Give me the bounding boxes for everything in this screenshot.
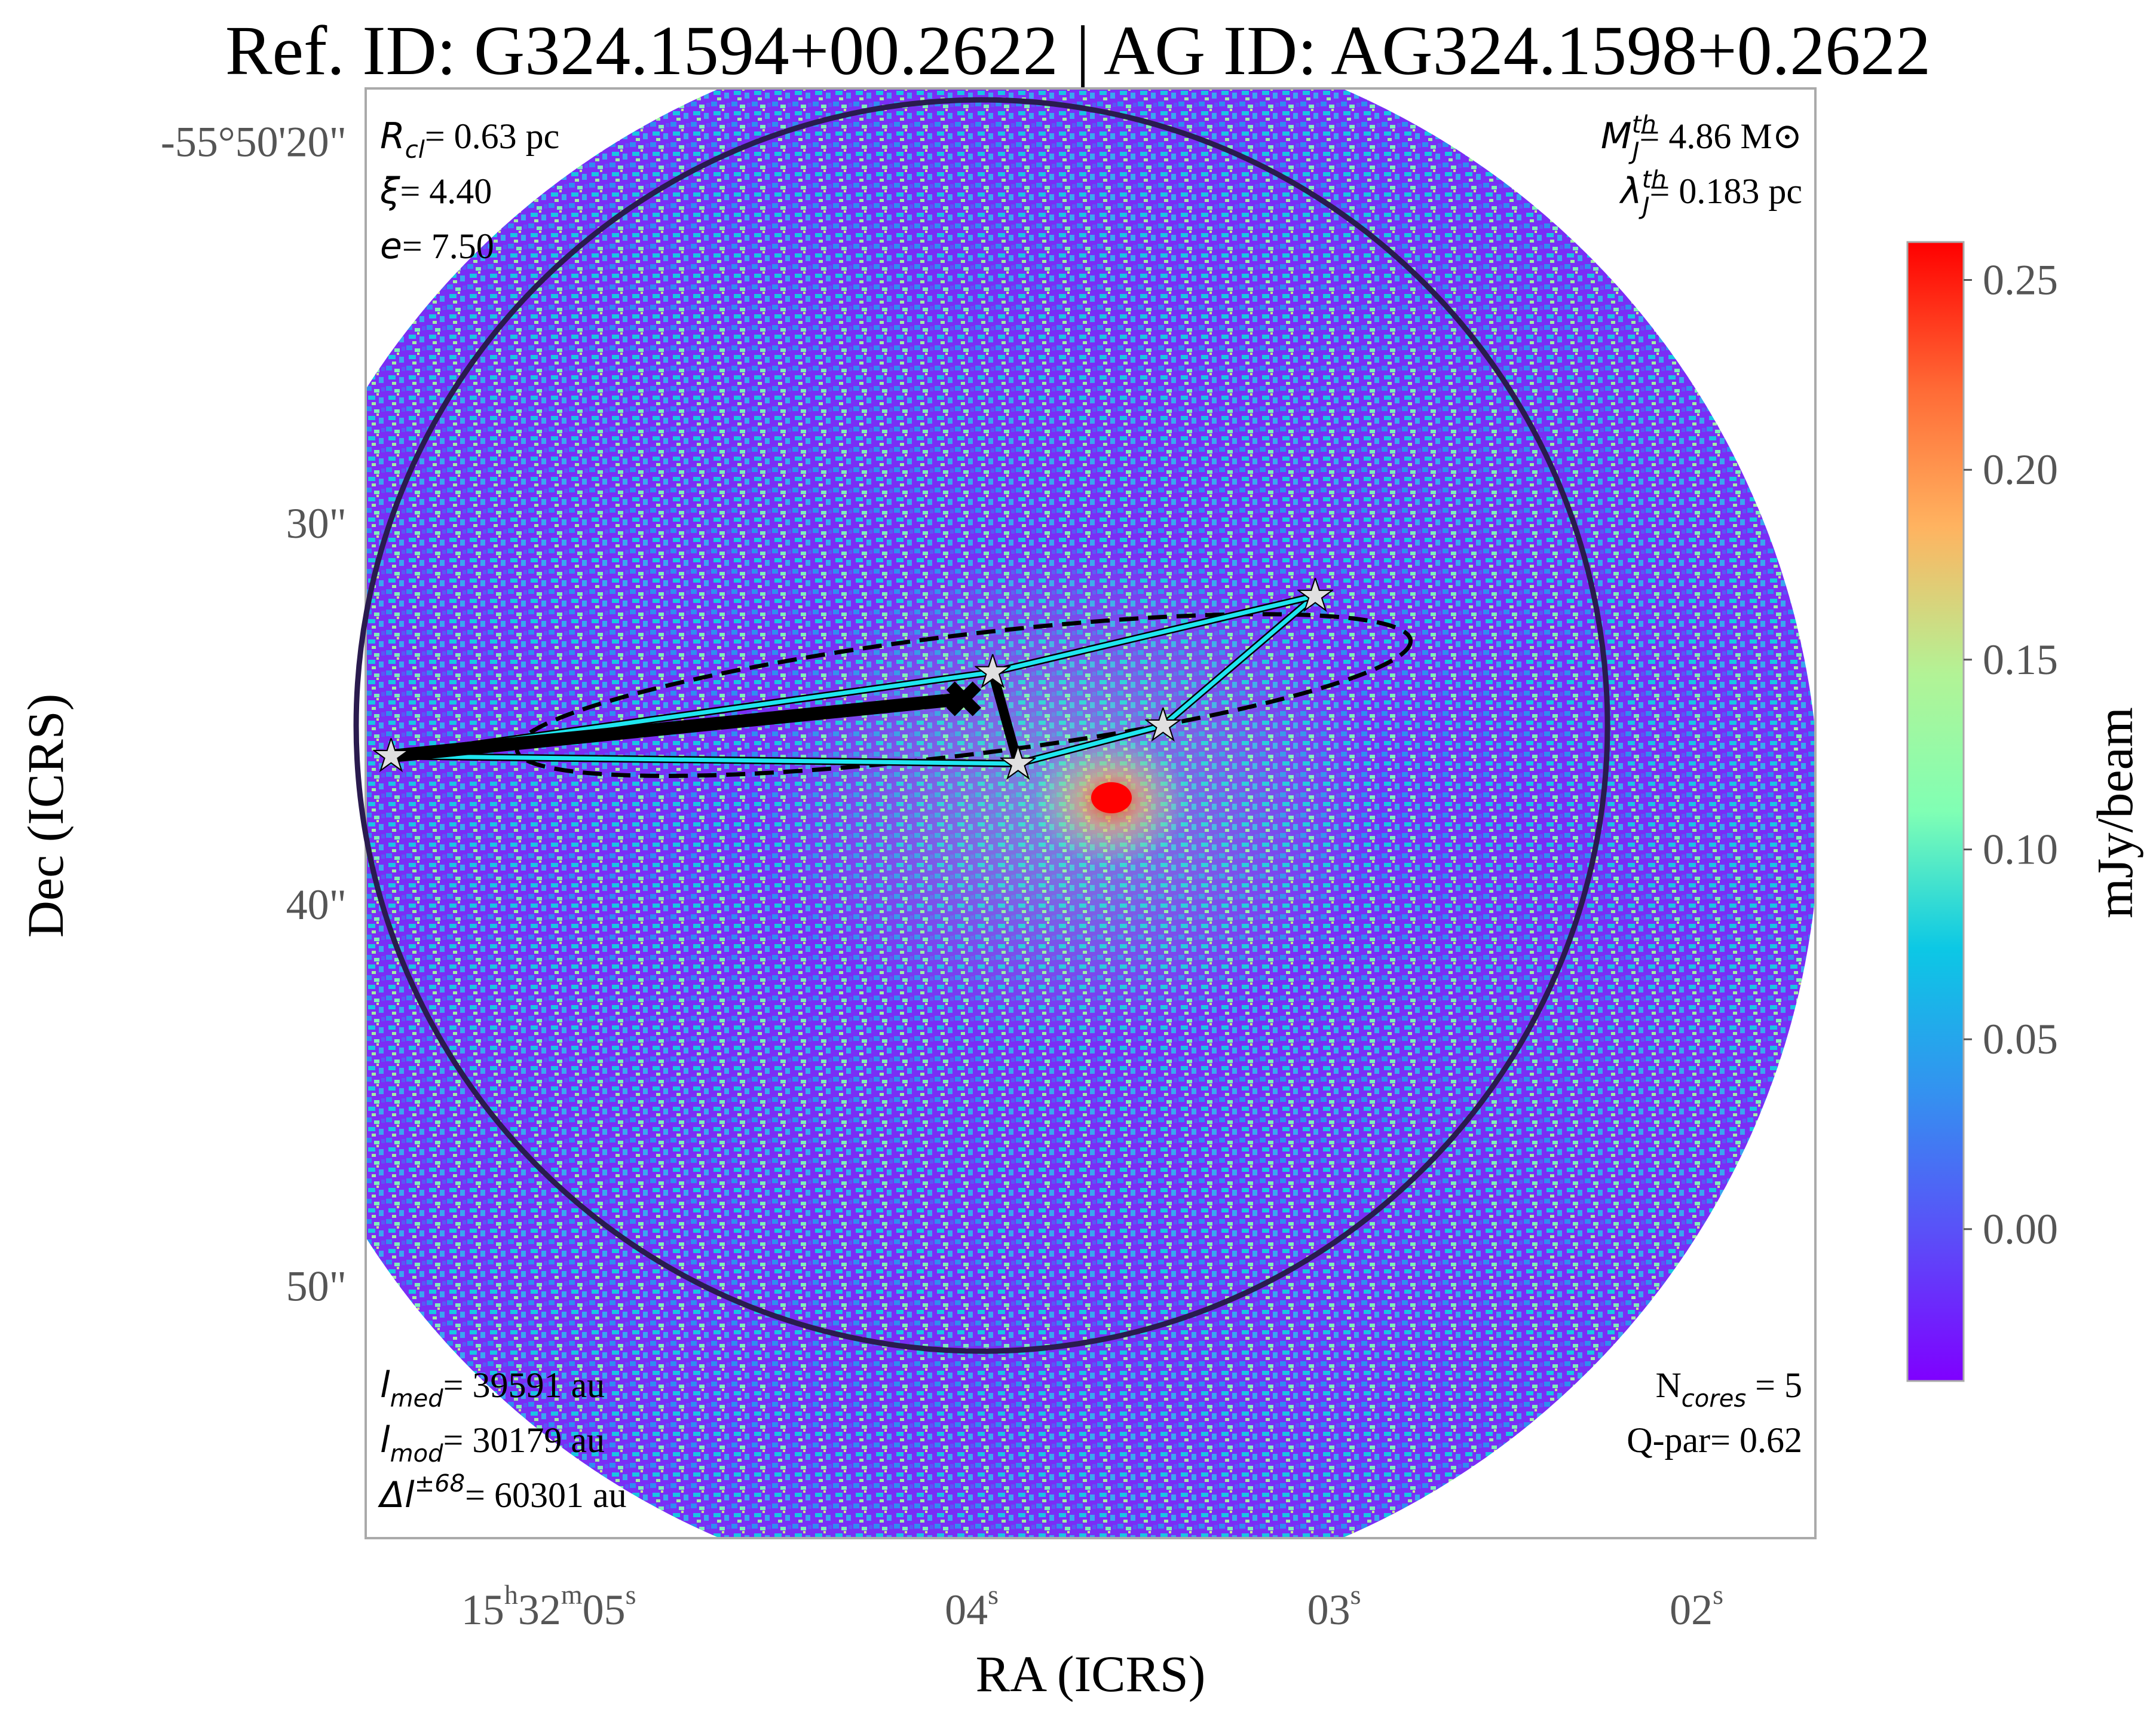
mst-edge	[1160, 593, 1318, 728]
colorbar-ticks: 0.00 0.05 0.10 0.15 0.20 0.25	[1964, 256, 2058, 1253]
mst-edge	[1016, 723, 1165, 766]
annotation-text: Ncores = 5	[1655, 1365, 1802, 1413]
colorbar-tick-label: 0.15	[1983, 636, 2058, 684]
annotation-text: λth J= 0.183 pc	[1619, 166, 1802, 220]
separation-line	[988, 667, 1023, 769]
centroid-marker	[946, 681, 981, 716]
separation-line	[384, 692, 970, 763]
x-axis-ticks: 15h32m05s 04s 03s 02s	[461, 1579, 1723, 1634]
colorbar-label: mJy/beam	[2086, 707, 2143, 918]
annotation-text: Mth J= 4.86 M⊙	[1601, 111, 1802, 165]
colorbar	[1906, 241, 1965, 1382]
x-axis-label: RA (ICRS)	[976, 1645, 1206, 1702]
annotation-text: lmed= 39591 au	[380, 1364, 605, 1413]
colorbar-tick-label: 0.25	[1983, 256, 2058, 304]
y-tick-label: 50"	[286, 1263, 347, 1310]
y-axis-label: Dec (ICRS)	[17, 694, 74, 938]
y-tick-label: -55°50'20"	[161, 118, 347, 166]
y-axis-ticks: -55°50'20" 30" 40" 50"	[161, 118, 347, 1310]
x-tick-label: 03s	[1307, 1579, 1361, 1634]
annotation-text: Q-par= 0.62	[1627, 1420, 1802, 1460]
colorbar-tick-label: 0.00	[1983, 1205, 2058, 1253]
annotations: Rcl= 0.63 pc ξ= 4.40 e= 7.50 Mth J= 4.86 M⊙λ…	[378, 111, 1802, 1516]
x-tick-label: 15h32m05s	[461, 1579, 636, 1634]
x-tick-label: 02s	[1670, 1579, 1723, 1634]
annotation-text: Δl±68= 60301 au	[378, 1470, 627, 1516]
mst-edge	[990, 593, 1318, 675]
x-tick-label: 04s	[945, 1579, 999, 1634]
overlay-layer	[353, 97, 1610, 1354]
colorbar-tick-label: 0.05	[1983, 1015, 2058, 1063]
cluster-radius-circle	[353, 97, 1610, 1354]
mst-edge	[388, 754, 1021, 766]
annotation-text: ξ= 4.40	[379, 170, 492, 212]
colorbar-tick-label: 0.10	[1983, 826, 2058, 874]
annotation-text: lmod= 30179 au	[380, 1419, 605, 1468]
y-tick-label: 30"	[286, 500, 347, 547]
colorbar-tick-label: 0.20	[1983, 446, 2058, 494]
chart-title: Ref. ID: G324.1594+00.2622 | AG ID: AG32…	[225, 11, 1931, 90]
annotation-text: e= 7.50	[380, 225, 494, 267]
y-tick-label: 40"	[286, 881, 347, 929]
annotation-text: Rcl= 0.63 pc	[380, 115, 559, 164]
